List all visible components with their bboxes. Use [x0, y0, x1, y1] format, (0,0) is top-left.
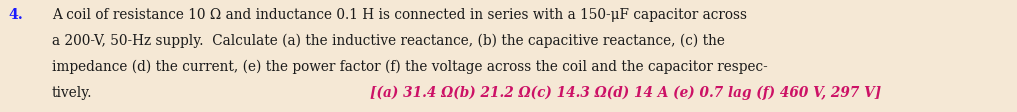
Text: A coil of resistance 10 Ω and inductance 0.1 H is connected in series with a 150: A coil of resistance 10 Ω and inductance… — [52, 8, 747, 22]
Text: [(a) 31.4 Ω(b) 21.2 Ω(c) 14.3 Ω(d) 14 A (e) 0.7 lag (f) 460 V, 297 V]: [(a) 31.4 Ω(b) 21.2 Ω(c) 14.3 Ω(d) 14 A … — [370, 85, 882, 99]
Text: impedance (d) the current, (e) the power factor (f) the voltage across the coil : impedance (d) the current, (e) the power… — [52, 59, 768, 74]
Text: 4.: 4. — [8, 8, 22, 22]
Text: tively.: tively. — [52, 85, 93, 99]
Text: a 200-V, 50-Hz supply.  Calculate (a) the inductive reactance, (b) the capacitiv: a 200-V, 50-Hz supply. Calculate (a) the… — [52, 34, 725, 48]
